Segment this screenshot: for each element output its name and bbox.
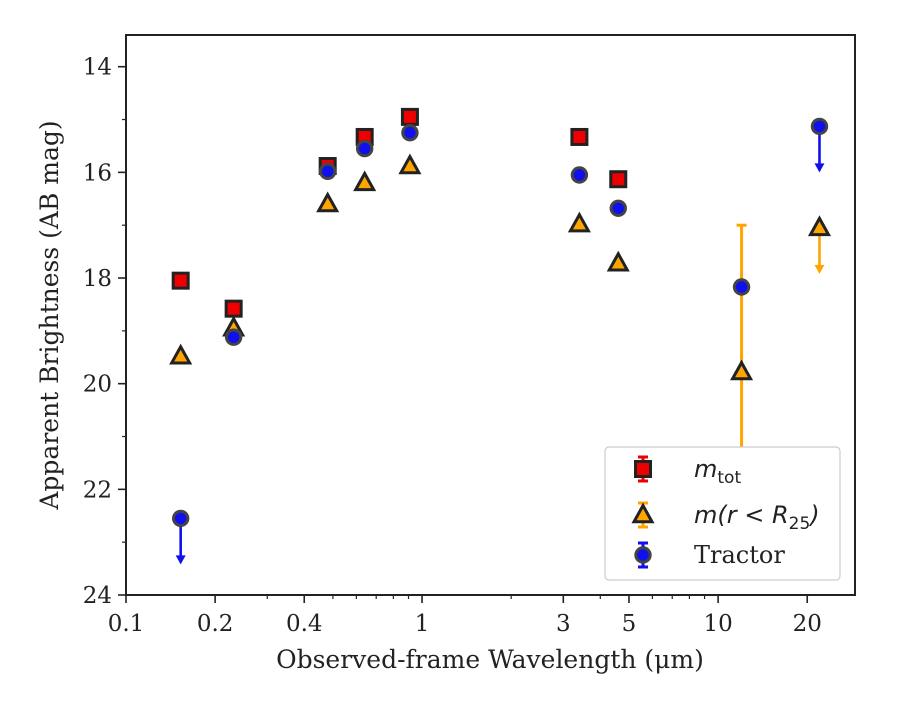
upper-limit-arrow-head bbox=[175, 555, 186, 565]
triangle-point bbox=[316, 191, 340, 213]
x-tick-label: 10 bbox=[703, 611, 732, 637]
legend-triangle-marker bbox=[631, 502, 655, 524]
legend-label-0: mtot bbox=[694, 455, 741, 488]
x-tick-label: 3 bbox=[556, 611, 571, 637]
triangle-point bbox=[398, 153, 422, 175]
circle-point bbox=[810, 117, 829, 136]
y-tick-label: 20 bbox=[83, 372, 112, 398]
circle-point bbox=[355, 139, 374, 158]
y-tick-label: 14 bbox=[83, 55, 112, 81]
legend-label-text: m(r < R bbox=[694, 501, 789, 529]
triangle-point bbox=[606, 250, 630, 272]
legend-label-1: m(r < R25) bbox=[694, 501, 820, 534]
circle-point bbox=[224, 328, 243, 346]
y-tick-label: 22 bbox=[83, 477, 112, 503]
circle-point bbox=[318, 162, 337, 181]
legend-circle-marker bbox=[634, 546, 652, 564]
legend-label-subscript: 25 bbox=[789, 514, 811, 534]
circle-point bbox=[171, 509, 190, 528]
legend-entries: mtot m(r < R25) Tractor bbox=[631, 455, 820, 569]
square-point bbox=[224, 299, 243, 318]
series-1 bbox=[169, 153, 832, 523]
y-axis-title: Apparent Brightness (AB mag) bbox=[35, 120, 64, 510]
legend-label-2: Tractor bbox=[694, 541, 785, 569]
circle-point bbox=[570, 166, 589, 184]
square-point bbox=[400, 107, 419, 126]
upper-limit-arrow-head bbox=[814, 163, 825, 173]
triangle-point bbox=[807, 215, 832, 237]
triangle-point bbox=[353, 170, 377, 192]
x-tick-label: 0.4 bbox=[286, 611, 323, 637]
legend-label-close: ) bbox=[808, 501, 819, 529]
square-point bbox=[609, 170, 628, 189]
axis-ticks: 14 16 18 20 22 240.1 0.2 0.4 1 3 5 10 20 bbox=[83, 55, 822, 637]
legend-label-subscript: tot bbox=[717, 468, 741, 488]
x-tick-label: 1 bbox=[415, 611, 430, 637]
triangle-point bbox=[567, 211, 591, 233]
series-2 bbox=[171, 117, 829, 565]
legend-label-text: m bbox=[694, 455, 717, 483]
upper-limit-arrow-head bbox=[814, 264, 825, 274]
circle-point bbox=[732, 278, 751, 296]
circle-point bbox=[401, 124, 419, 142]
x-tick-label: 20 bbox=[793, 611, 822, 637]
square-point bbox=[570, 127, 589, 146]
y-tick-label: 16 bbox=[83, 160, 112, 186]
x-axis-title: Observed-frame Wavelength (μm) bbox=[276, 645, 704, 674]
chart-marks bbox=[169, 107, 832, 565]
x-tick-label: 0.2 bbox=[197, 611, 234, 637]
x-tick-label: 0.1 bbox=[108, 611, 145, 637]
legend-square-marker bbox=[634, 460, 652, 478]
triangle-point bbox=[729, 359, 754, 381]
legend-box bbox=[604, 446, 841, 581]
square-point bbox=[171, 271, 190, 290]
circle-point bbox=[609, 199, 627, 217]
y-tick-label: 24 bbox=[83, 583, 112, 609]
series-0 bbox=[171, 107, 628, 318]
y-tick-label: 18 bbox=[83, 266, 112, 292]
triangle-point bbox=[169, 343, 193, 365]
x-tick-label: 5 bbox=[622, 611, 637, 637]
legend: mtot m(r < R25) Tractor bbox=[604, 446, 841, 581]
